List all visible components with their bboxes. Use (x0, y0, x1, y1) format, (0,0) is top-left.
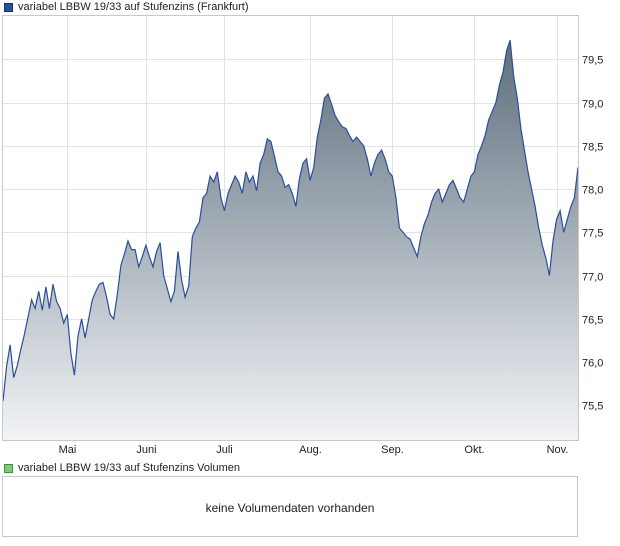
x-axis-labels: MaiJuniJuliAug.Sep.Okt.Nov.Dez.Jan.Feb.M… (59, 444, 569, 456)
price-legend: variabel LBBW 19/33 auf Stufenzins (Fran… (4, 0, 249, 14)
x-tick-label: Juli (216, 444, 233, 456)
x-tick-label: Sep. (381, 444, 404, 456)
no-volume-message: keine Volumendaten vorhanden (205, 501, 375, 515)
x-tick-label: Aug. (299, 444, 322, 456)
y-tick-label: 75,5 (582, 401, 603, 413)
price-area (3, 40, 578, 440)
x-tick-label: Nov. (547, 444, 569, 456)
volume-panel: keine Volumendaten vorhanden (2, 476, 578, 537)
volume-legend: variabel LBBW 19/33 auf Stufenzins Volum… (4, 461, 240, 475)
y-tick-label: 76,5 (582, 315, 603, 327)
y-tick-label: 79,5 (582, 55, 603, 67)
x-tick-label: Okt. (464, 444, 484, 456)
price-legend-label: variabel LBBW 19/33 auf Stufenzins (Fran… (18, 1, 249, 13)
y-tick-label: 77,5 (582, 228, 603, 240)
y-tick-label: 76,0 (582, 358, 603, 370)
y-tick-label: 79,0 (582, 99, 603, 111)
y-tick-label: 78,5 (582, 142, 603, 154)
x-tick-label: Mai (59, 444, 77, 456)
price-chart: 75,5 76,0 76,5 77,0 77,5 78,0 78,5 79,0 79,5 Mai… (2, 15, 603, 456)
plot-frame (2, 15, 579, 441)
y-tick-label: 77,0 (582, 272, 603, 284)
volume-legend-swatch (4, 463, 13, 473)
price-legend-swatch (4, 2, 13, 12)
x-tick-label: Juni (136, 444, 156, 456)
volume-legend-label: variabel LBBW 19/33 auf Stufenzins Volum… (18, 462, 240, 474)
y-axis-labels: 75,5 76,0 76,5 77,0 77,5 78,0 78,5 79,0 79,5 (582, 55, 603, 413)
price-line (2, 40, 579, 402)
y-tick-label: 78,0 (582, 185, 603, 197)
